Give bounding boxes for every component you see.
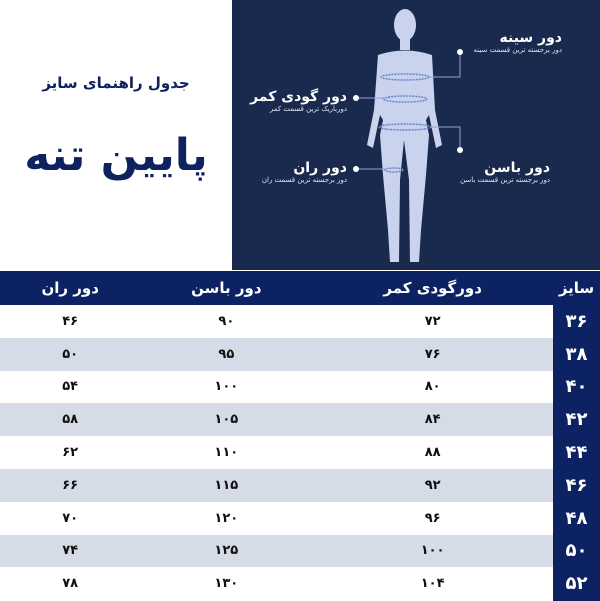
size-table: سایز دورگودی کمر دور باسن دور ران ۳۶ ۷۲ ۹۰…	[0, 271, 600, 601]
table-row: ۳۸ ۷۶ ۹۵ ۵۰	[0, 337, 600, 372]
size-cell: ۴۲	[553, 403, 600, 437]
waist-cell: ۸۸	[424, 445, 441, 461]
col-hip: دور باسن	[140, 271, 313, 305]
hip-cell: ۱۲۵	[140, 534, 313, 568]
measurement-figure: دور سینه دور برجسته ترین قسمت سینه دور گو…	[232, 0, 600, 270]
hip-cell: ۱۳۰	[214, 576, 239, 592]
hip-cell: ۱۱۵	[140, 468, 313, 502]
size-cell: ۴۴	[553, 436, 600, 470]
table-row: ۴۰ ۸۰ ۱۰۰ ۵۴	[0, 370, 600, 404]
hip-cell: ۱۱۰	[214, 445, 239, 461]
thigh-cell: ۵۸	[0, 403, 141, 437]
waist-cell: ۸۴	[312, 403, 553, 437]
waist-cell: ۱۰۴	[420, 576, 445, 592]
title-panel: جدول راهنمای سایز پایین تنه	[0, 0, 232, 270]
col-thigh: دور ران	[0, 271, 141, 305]
thigh-cell: ۷۸	[62, 576, 79, 592]
size-cell: ۴۸	[553, 501, 600, 536]
thigh-cell: ۷۴	[0, 534, 141, 568]
thigh-label: دور ران دور برجسته ترین قسمت ران	[262, 160, 347, 184]
waist-cell: ۹۶	[424, 510, 441, 526]
table-row: ۴۴ ۸۸ ۱۱۰ ۶۲	[0, 436, 600, 470]
thigh-desc: دور برجسته ترین قسمت ران	[261, 176, 347, 184]
subtitle: جدول راهنمای سایز	[42, 74, 190, 92]
thigh-cell: ۶۲	[62, 445, 79, 461]
waist-cell: ۱۰۰	[312, 534, 553, 568]
chest-desc: دور برجسته ترین قسمت سینه	[473, 46, 562, 54]
body-silhouette-icon	[353, 9, 463, 262]
thigh-cell: ۴۶	[62, 313, 79, 329]
thigh-cell: ۷۰	[62, 510, 79, 526]
size-cell: ۴۶	[553, 468, 600, 503]
hip-desc: دور برجسته ترین قسمت باسن	[460, 176, 550, 184]
waist-desc: دورباریک ترین قسمت کمر	[269, 105, 347, 113]
waist-cell: ۷۲	[424, 313, 441, 329]
table-row: ۵۲ ۱۰۴ ۱۳۰ ۷۸	[0, 567, 600, 601]
page-title: پایین تنه	[24, 130, 208, 181]
hip-cell: ۹۰	[218, 313, 235, 329]
thigh-cell: ۶۶	[0, 468, 141, 502]
hip-cell: ۱۰۵	[140, 403, 313, 437]
table-row: ۳۶ ۷۲ ۹۰ ۴۶	[0, 305, 600, 339]
waist-cell: ۸۰	[424, 379, 441, 395]
waist-label: دور گودی کمر دورباریک ترین قسمت کمر	[250, 89, 347, 113]
table-row: ۵۰ ۱۰۰ ۱۲۵ ۷۴	[0, 534, 600, 568]
col-size: سایز	[553, 271, 600, 305]
size-cell: ۵۰	[553, 534, 600, 568]
waist-cell: ۷۶	[312, 337, 553, 371]
size-cell: ۳۸	[553, 337, 600, 372]
table-row: ۴۸ ۹۶ ۱۲۰ ۷۰	[0, 501, 600, 536]
hip-cell: ۱۲۰	[214, 510, 239, 526]
table-header: سایز دورگودی کمر دور باسن دور ران	[0, 271, 600, 305]
hip-title: دور باسن	[484, 160, 550, 176]
table-row: ۴۶ ۹۲ ۱۱۵ ۶۶	[0, 468, 600, 503]
table-row: ۴۲ ۸۴ ۱۰۵ ۵۸	[0, 403, 600, 437]
waist-title: دور گودی کمر	[250, 89, 347, 105]
thigh-cell: ۵۴	[62, 379, 79, 395]
size-cell: ۳۶	[553, 305, 600, 339]
hip-cell: ۱۰۰	[214, 379, 239, 395]
size-cell: ۴۰	[553, 370, 600, 404]
col-waist: دورگودی کمر	[312, 271, 553, 305]
hip-cell: ۹۵	[140, 337, 313, 371]
chest-title: دور سینه	[499, 30, 562, 46]
thigh-cell: ۵۰	[0, 337, 141, 371]
chest-label: دور سینه دور برجسته ترین قسمت سینه	[474, 30, 562, 54]
thigh-title: دور ران	[293, 160, 347, 176]
hip-label: دور باسن دور برجسته ترین قسمت باسن	[460, 160, 550, 184]
size-cell: ۵۲	[553, 567, 600, 601]
waist-cell: ۹۲	[312, 468, 553, 502]
